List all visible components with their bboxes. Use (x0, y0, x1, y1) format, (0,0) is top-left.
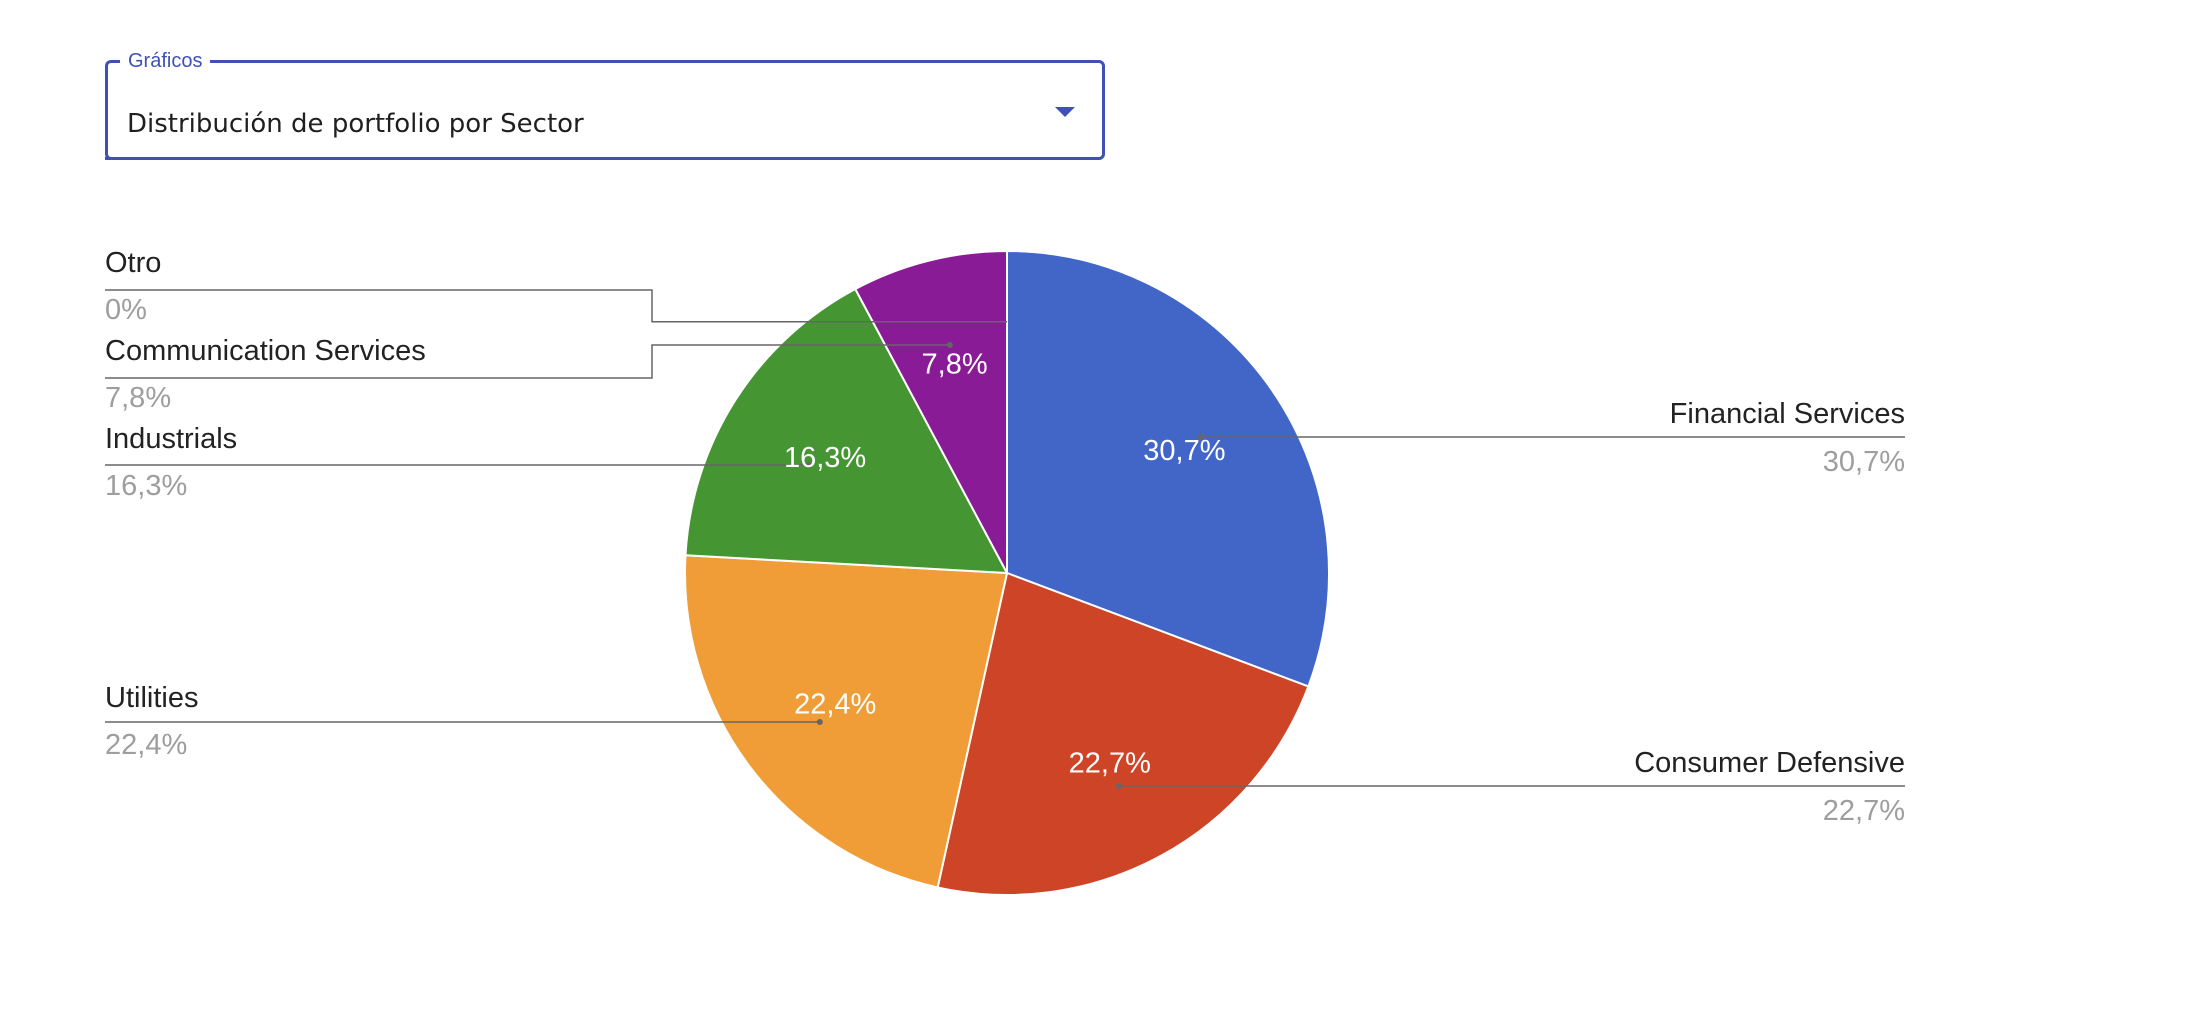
leader-dot (946, 342, 953, 348)
legend-label-utilities: Utilities (105, 682, 198, 714)
pie-slice-industrials[interactable] (684, 287, 1009, 575)
legend-value-utilities: 22,4% (105, 729, 187, 761)
arrow-drop-down-icon[interactable] (1055, 107, 1075, 117)
select-underline (105, 157, 215, 160)
leader-lines (105, 289, 1905, 789)
leader-dot (816, 719, 823, 725)
legend-value-consumer-defensive: 22,7% (1823, 795, 1905, 827)
pie-labels: 30,7% Financial Services 30,7% 22,7% Consume… (105, 247, 1905, 827)
pie-slice-utilities[interactable] (684, 554, 1009, 889)
leader-dot (1116, 783, 1122, 789)
leader-dot (805, 462, 812, 468)
pie-slice-communication-services[interactable] (853, 249, 1008, 574)
legend-value-industrials: 16,3% (105, 470, 187, 502)
legend-label-financial-services: Financial Services (1670, 398, 1905, 430)
legend-label-communication-services: Communication Services (105, 335, 426, 367)
chart-select-value: Distribución de portfolio por Sector (127, 109, 584, 139)
legend-label-industrials: Industrials (105, 423, 237, 455)
leader-line-communication-services (105, 344, 950, 379)
legend-value-communication-services: 7,8% (105, 382, 171, 414)
chart-select-label: Gráficos (120, 50, 211, 72)
legend-label-otro: Otro (105, 247, 161, 279)
slice-value-label: 22,7% (1069, 748, 1151, 780)
leader-dot (1197, 434, 1204, 440)
legend-value-financial-services: 30,7% (1823, 446, 1905, 478)
pie-slices (684, 249, 1330, 896)
slice-value-label: 16,3% (784, 442, 866, 474)
legend-label-consumer-defensive: Consumer Defensive (1634, 747, 1905, 779)
legend-value-otro: 0% (105, 294, 147, 326)
slice-value-label: 7,8% (922, 349, 988, 381)
pie-slice-financial-services[interactable] (1006, 249, 1330, 688)
pie-slice-consumer-defensive[interactable] (936, 571, 1310, 896)
slice-value-label: 30,7% (1143, 435, 1225, 467)
slice-value-label: 22,4% (794, 689, 876, 721)
chart-select[interactable]: Gráficos Distribución de portfolio por S… (105, 50, 1105, 160)
leader-line-otro (105, 289, 1007, 323)
